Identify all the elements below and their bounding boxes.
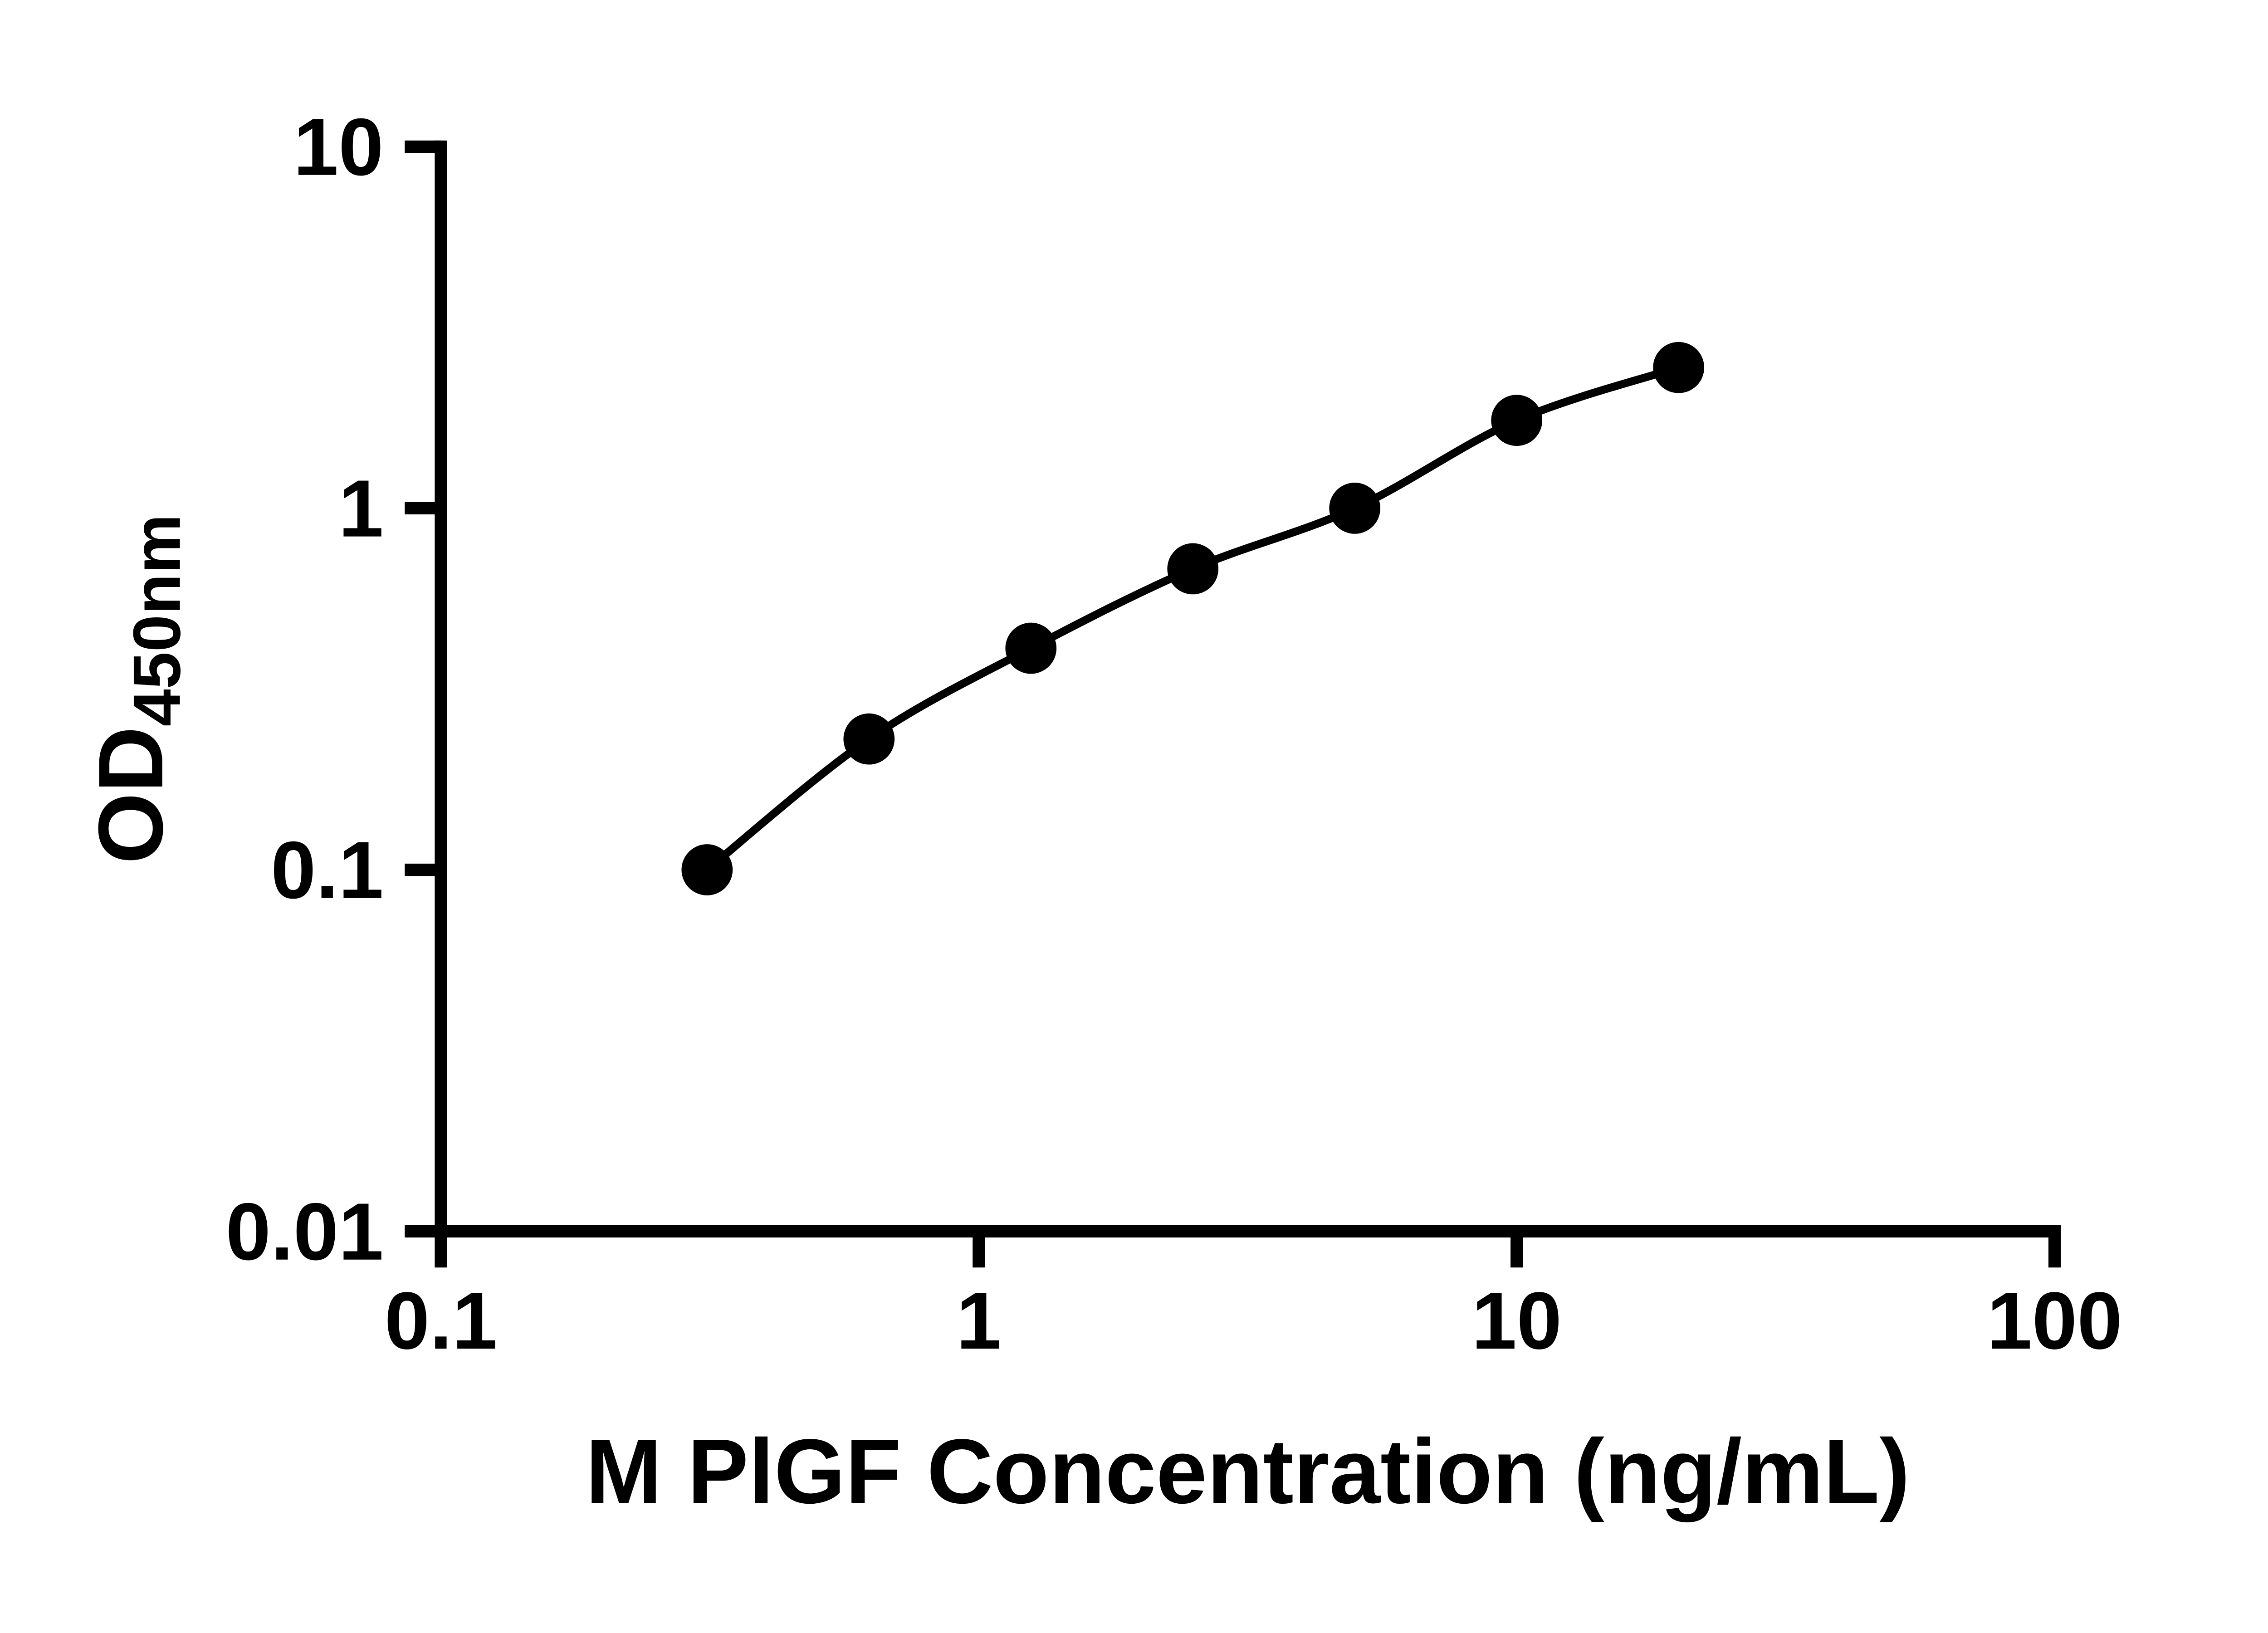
- x-axis-tick-label: 100: [1987, 1275, 2122, 1366]
- axes-lines: [435, 140, 2061, 1238]
- data-point-marker: [1329, 483, 1381, 534]
- x-axis-tick-label: 0.1: [385, 1275, 498, 1366]
- data-point-marker: [1167, 543, 1219, 595]
- x-axis-tick-label: 10: [1471, 1275, 1562, 1366]
- y-axis-tick-label: 10: [293, 102, 384, 192]
- data-point-marker: [1005, 622, 1057, 674]
- y-axis-tick-label: 1: [338, 463, 383, 554]
- y-axis-tick-label: 0.01: [226, 1186, 384, 1277]
- y-axis-title-subscript: 450nm: [120, 514, 195, 726]
- x-axis-title: M PlGF Concentration (ng/mL): [586, 1420, 1910, 1522]
- y-axis-tick-label: 0.1: [271, 825, 384, 915]
- data-point-marker: [1491, 395, 1543, 446]
- data-point-marker: [1653, 342, 1705, 393]
- y-axis-title-main: OD: [79, 726, 182, 864]
- x-axis-tick-label: 1: [956, 1275, 1001, 1366]
- y-axis-title: OD450nm: [79, 514, 195, 864]
- elisa-standard-curve-figure: 0.1 1 10 100 0.01 0.1 1 10 M PlGF Concentration …: [79, 101, 2122, 1523]
- data-point-marker: [843, 713, 895, 765]
- standard-curve-line: [704, 363, 1680, 873]
- data-point-marker: [681, 844, 733, 895]
